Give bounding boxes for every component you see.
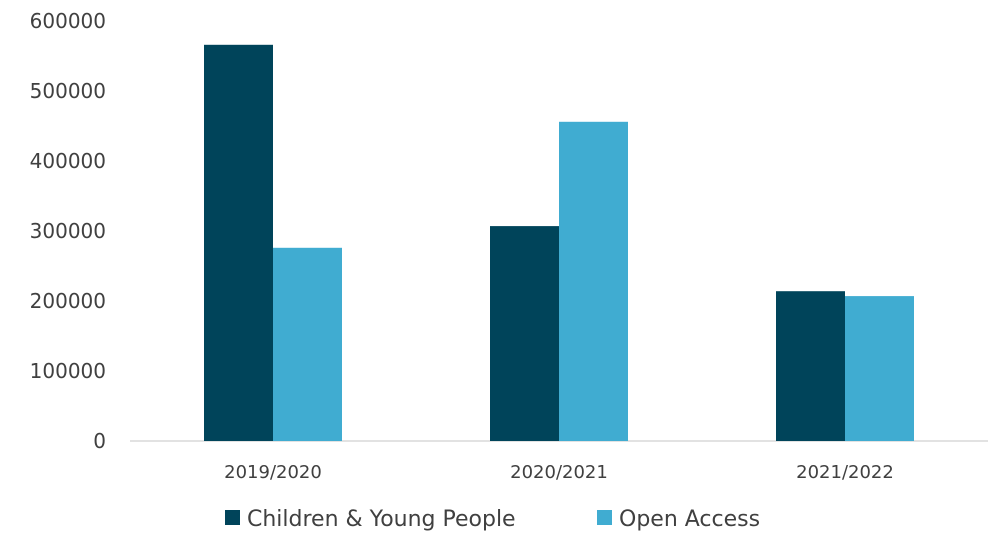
y-tick-label: 600000	[30, 9, 106, 33]
y-tick-label: 300000	[30, 219, 106, 243]
x-axis: 2019/2020 2020/2021 2021/2022	[224, 462, 894, 483]
y-tick-label: 200000	[30, 289, 106, 313]
bar-children-young-people-2020-2021	[490, 226, 559, 441]
y-tick-label: 400000	[30, 149, 106, 173]
bar-children-young-people-2021-2022	[776, 291, 845, 441]
x-tick-label: 2021/2022	[796, 462, 894, 483]
legend: Children & Young People Open Access	[225, 507, 760, 532]
legend-swatch	[597, 510, 612, 525]
legend-label: Children & Young People	[247, 507, 516, 532]
legend-label: Open Access	[619, 507, 760, 532]
y-tick-label: 0	[93, 429, 106, 453]
bar-children-young-people-2019-2020	[204, 44, 273, 442]
y-tick-label: 100000	[30, 359, 106, 383]
legend-swatch	[225, 510, 240, 525]
bars-group	[204, 44, 914, 442]
y-tick-label: 500000	[30, 79, 106, 103]
y-axis: 0 100000 200000 300000 400000 500000 600000	[30, 9, 106, 453]
bar-open-access-2019-2020	[273, 247, 342, 441]
bar-open-access-2020-2021	[559, 121, 628, 442]
x-tick-label: 2020/2021	[510, 462, 608, 483]
bar-open-access-2021-2022	[845, 296, 914, 441]
x-tick-label: 2019/2020	[224, 462, 322, 483]
